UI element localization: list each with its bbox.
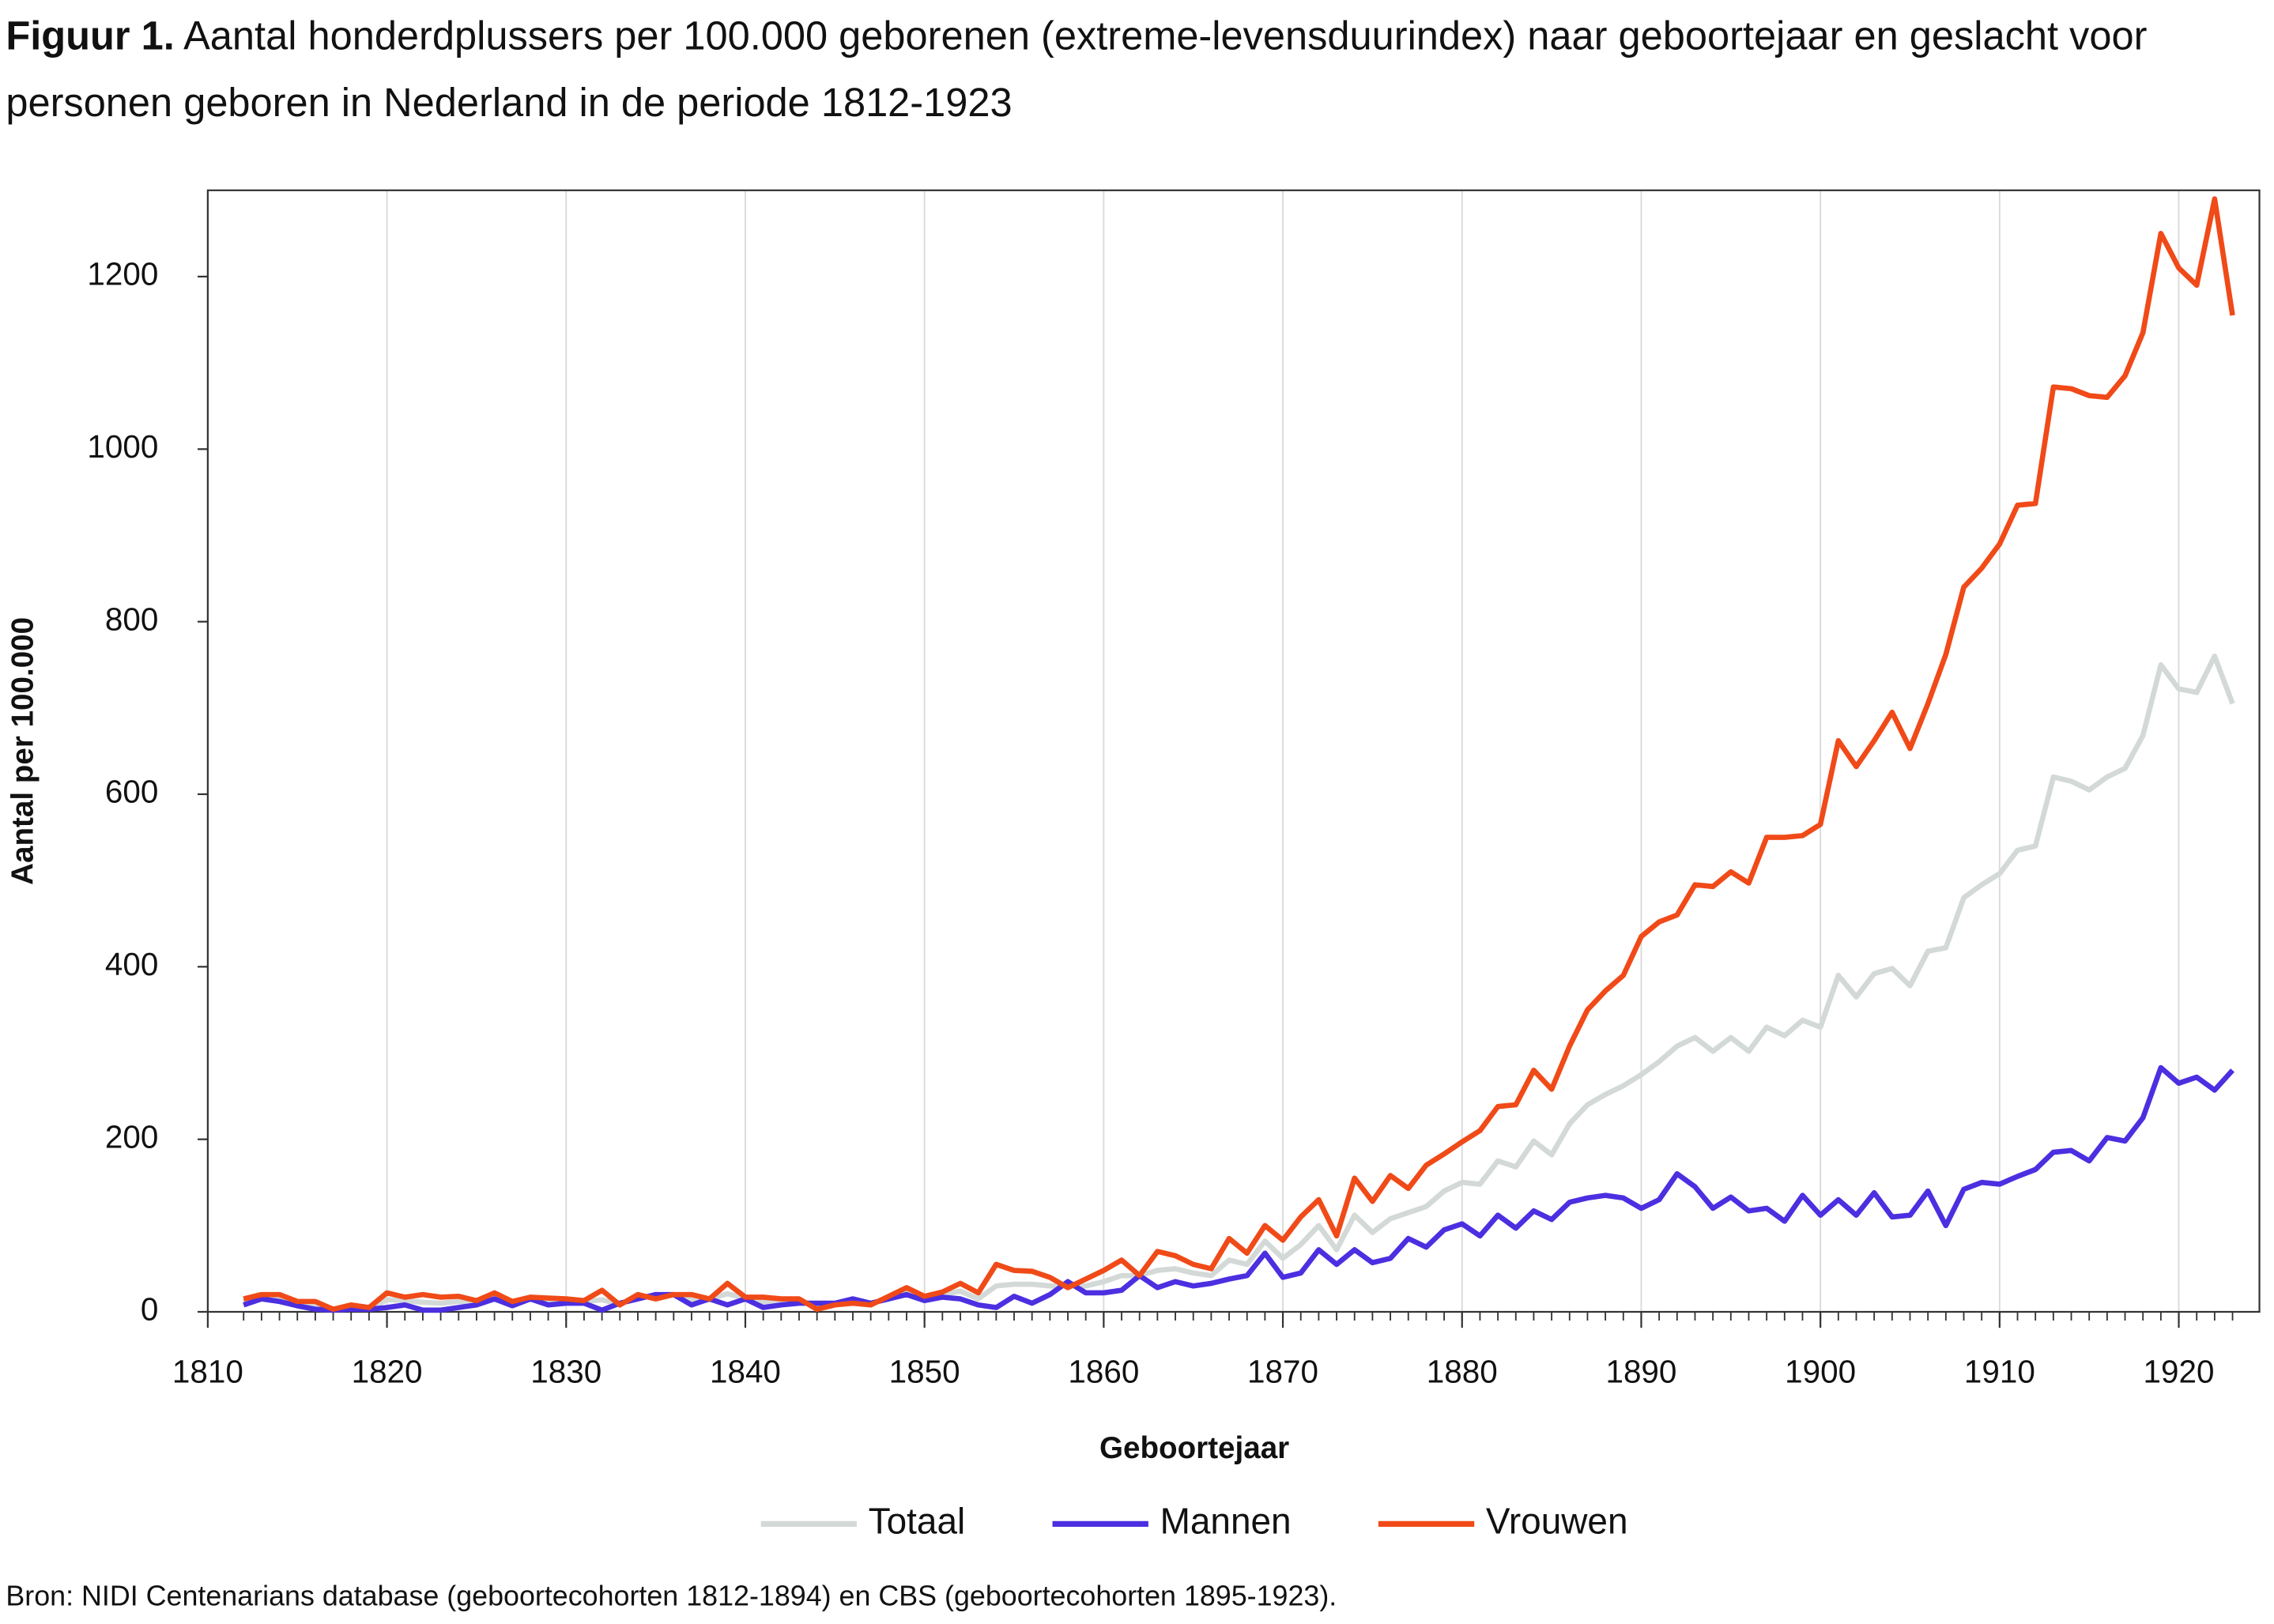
- y-tick-label: 600: [105, 774, 158, 810]
- data-line: [243, 654, 2235, 1313]
- x-tick-label: 1820: [352, 1354, 423, 1390]
- x-tick-label: 1870: [1247, 1354, 1318, 1390]
- data-line: [243, 1064, 2235, 1313]
- y-tick-label: 200: [105, 1118, 158, 1155]
- x-axis-label: Geboortejaar: [1099, 1431, 1289, 1465]
- legend-label: Mannen: [1160, 1501, 1292, 1542]
- x-tick-label: 1860: [1068, 1354, 1139, 1390]
- x-tick-label: 1840: [710, 1354, 781, 1390]
- source-note: Bron: NIDI Centenarians database (geboor…: [6, 1581, 1337, 1613]
- y-tick-label: 0: [141, 1291, 159, 1328]
- y-tick-label: 1000: [87, 428, 158, 465]
- chart-title: Aantal honderdplussers per 100.000 gebor…: [6, 13, 2148, 126]
- x-tick-label: 1910: [1964, 1354, 2035, 1390]
- x-tick-label: 1850: [889, 1354, 960, 1390]
- x-tick-label: 1810: [172, 1354, 243, 1390]
- plot-frame: [206, 189, 2261, 1313]
- legend-label: Totaal: [869, 1501, 966, 1542]
- x-tick-label: 1890: [1605, 1354, 1676, 1390]
- y-tick-label: 1200: [87, 256, 158, 292]
- data-line: [243, 196, 2235, 1313]
- y-tick-label: 800: [105, 601, 158, 637]
- title-label: Figuur 1.: [6, 13, 175, 58]
- y-tick-label: 400: [105, 946, 158, 982]
- x-tick-label: 1830: [530, 1354, 601, 1390]
- x-tick-label: 1880: [1427, 1354, 1498, 1390]
- title-block: Figuur 1. Aantal honderdplussers per 100…: [6, 3, 2272, 137]
- y-axis-label: Aantal per 100.000: [6, 617, 40, 885]
- x-tick-label: 1920: [2144, 1354, 2215, 1390]
- legend-label: Vrouwen: [1486, 1501, 1628, 1542]
- x-tick-label: 1900: [1785, 1354, 1856, 1390]
